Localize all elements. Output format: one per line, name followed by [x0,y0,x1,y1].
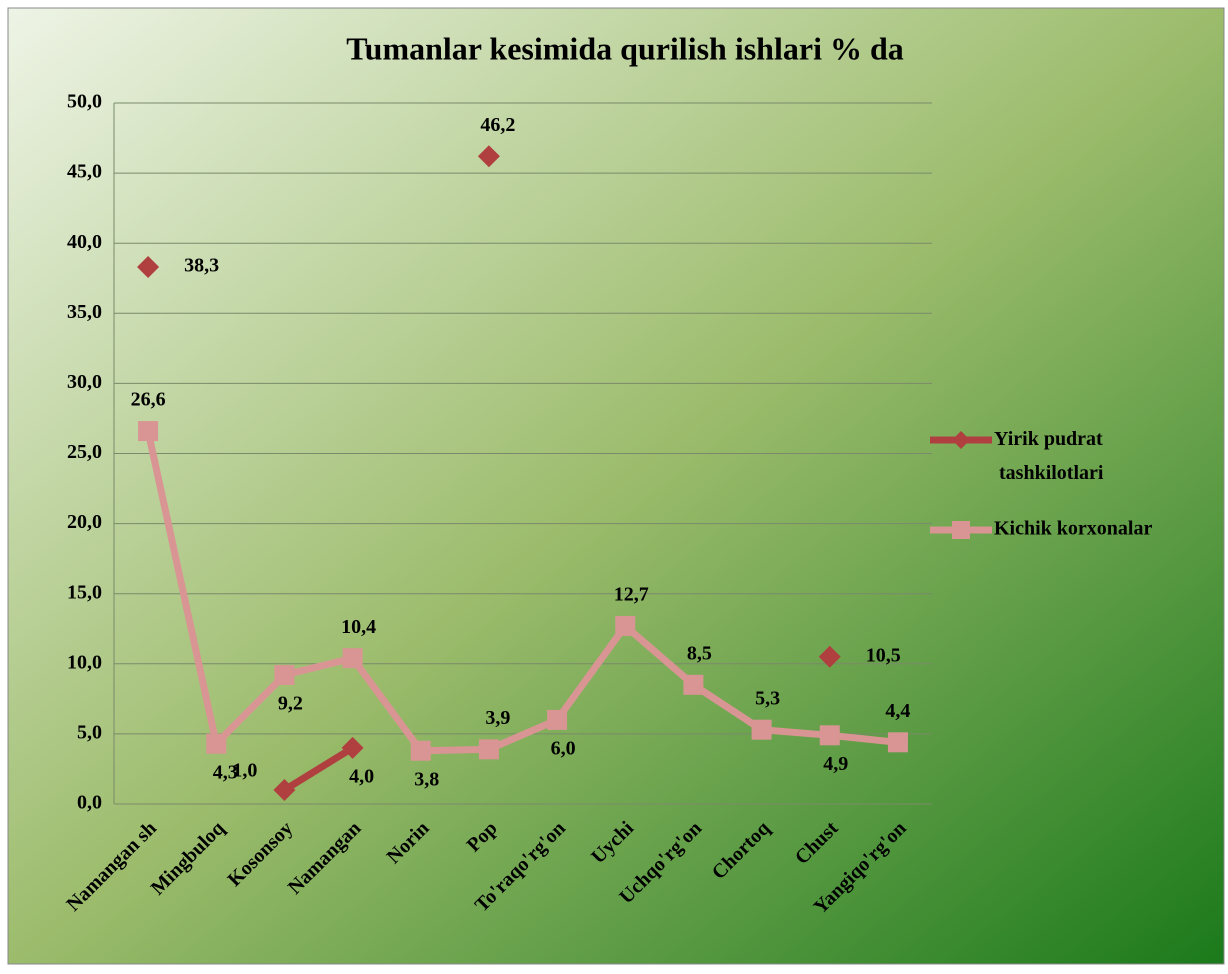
data-label: 10,4 [341,616,376,638]
data-point [818,645,841,668]
data-point [477,145,500,168]
data-point [273,778,296,801]
y-tick-label: 5,0 [77,721,102,743]
data-point [341,736,364,759]
data-label: 4,0 [349,766,374,788]
y-tick-label: 20,0 [67,511,102,533]
data-label: 38,3 [184,255,219,277]
data-label: 6,0 [551,737,576,759]
data-point [138,421,159,442]
data-point [751,719,772,740]
data-label: 26,6 [131,389,166,411]
legend-marker [952,431,970,449]
y-tick-label: 40,0 [67,231,102,253]
data-label: 4,9 [823,753,848,775]
data-label: 3,9 [485,707,510,729]
data-label: 4,3 [213,761,238,783]
data-point [274,665,295,686]
data-point [615,615,636,636]
legend-label: Kichik korxonalar [994,518,1152,540]
data-point [137,256,160,279]
chart-title: Tumanlar kesimida qurilish ishlari % da [346,30,904,66]
y-tick-label: 45,0 [67,161,102,183]
legend-label: Yirik pudrat tashkilotlari [994,428,1104,484]
data-point [206,733,227,754]
data-point [410,740,431,761]
data-point [342,648,363,669]
series-line [144,430,899,755]
data-label: 46,2 [480,114,515,136]
chart-background [7,7,1225,965]
y-tick-label: 15,0 [67,581,102,603]
y-tick-label: 50,0 [67,91,102,113]
y-tick-label: 10,0 [67,651,102,673]
y-tick-label: 0,0 [77,792,102,814]
data-label: 9,2 [278,693,303,715]
data-point [547,709,568,730]
legend-marker [952,521,970,539]
data-point [683,674,704,695]
y-tick-label: 25,0 [67,441,102,463]
data-label: 4,4 [885,700,910,722]
y-tick-label: 35,0 [67,301,102,323]
data-label: 10,5 [866,644,901,666]
data-label: 12,7 [614,584,649,606]
data-label: 8,5 [687,642,712,664]
data-point [887,732,908,753]
y-tick-label: 30,0 [67,371,102,393]
data-label: 3,8 [414,768,439,790]
data-point [819,725,840,746]
data-label: 5,3 [755,687,780,709]
data-label: 1,0 [232,760,257,782]
data-point [478,739,499,760]
